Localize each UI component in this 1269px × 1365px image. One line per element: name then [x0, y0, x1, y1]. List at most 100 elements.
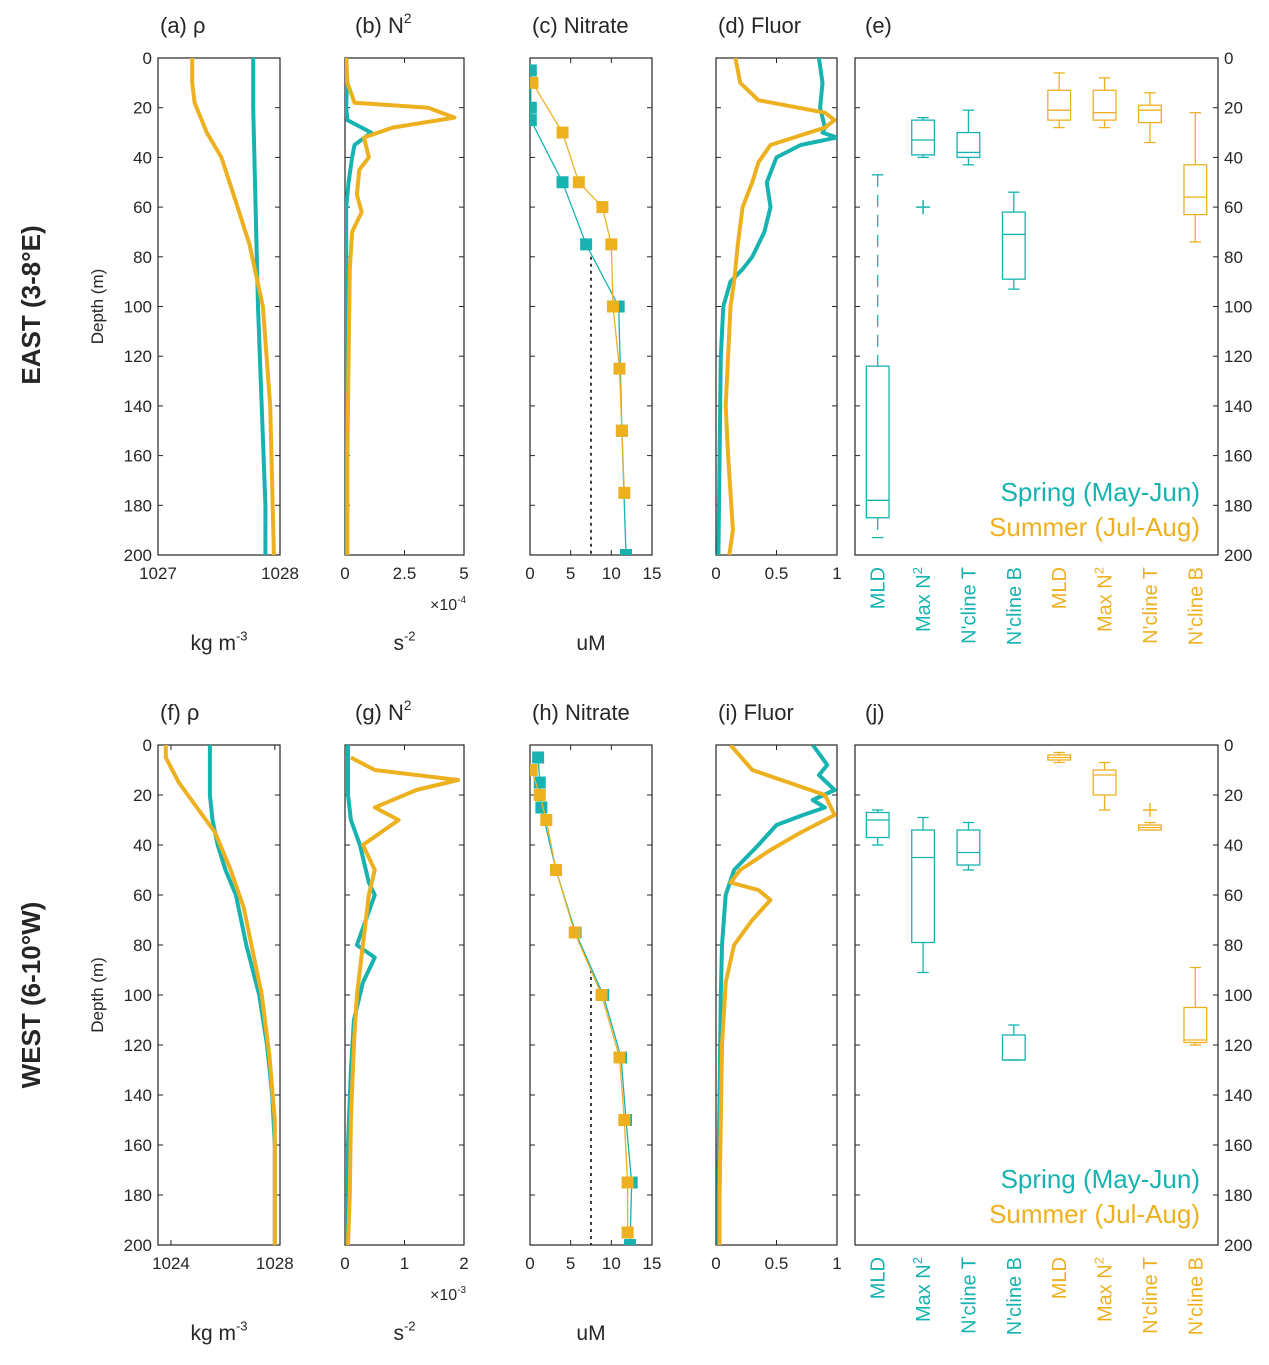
ytick-label: 20	[133, 99, 152, 118]
series-line-summer	[717, 745, 837, 1245]
category-label: Max N2	[910, 1257, 935, 1322]
series-line-summer	[530, 769, 629, 1233]
box-1	[865, 174, 890, 539]
xtick-label: 0	[340, 1254, 349, 1273]
panel-j: (j) 0 20 40 60 80 100 120 140 160 180 200 MLD Max N2 N…	[854, 700, 1252, 1335]
x-axis-label: uM	[576, 632, 605, 655]
box-4	[1001, 191, 1026, 290]
xtick-label: 1028	[261, 564, 299, 583]
panel-title: (f) ρ	[160, 700, 199, 725]
ytick-label: 20	[1224, 786, 1243, 805]
ytick-label: 180	[1224, 1186, 1252, 1205]
ytick-label: 40	[133, 148, 152, 167]
box-iqr	[1092, 89, 1117, 121]
data-point-summer	[595, 989, 608, 1001]
data-point-summer	[605, 238, 618, 251]
category-label: Max N2	[1092, 567, 1117, 632]
data-point-summer	[533, 789, 546, 801]
box-8	[1183, 966, 1208, 1046]
xtick-label: 0	[525, 564, 534, 583]
box-iqr	[1001, 1034, 1026, 1061]
data-point-summer	[606, 300, 619, 313]
y-axis-label: Depth (m)	[88, 269, 107, 345]
box-3	[956, 109, 981, 166]
ytick-label: 40	[133, 836, 152, 855]
series-line-spring	[251, 58, 268, 555]
ytick-label: 0	[1224, 49, 1233, 68]
box-iqr	[1137, 104, 1162, 124]
ytick-label: 180	[1224, 496, 1252, 515]
xtick-label: 0	[340, 564, 349, 583]
data-point-summer	[596, 201, 609, 214]
ytick-label: 80	[133, 936, 152, 955]
category-label: Max N2	[1092, 1257, 1117, 1322]
box-5	[1047, 72, 1072, 129]
xtick-label: 0.5	[765, 564, 789, 583]
ytick-label: 200	[124, 546, 152, 565]
data-point-summer	[613, 362, 626, 375]
box-7	[1137, 92, 1162, 144]
xtick-label: 5	[566, 564, 575, 583]
box-2	[911, 816, 936, 974]
xtick-label: 10	[602, 564, 621, 583]
legend-summer: Summer (Jul-Aug)	[989, 512, 1200, 542]
data-point-spring	[530, 64, 537, 77]
ytick-label: 180	[124, 1186, 152, 1205]
xtick-label: 1028	[256, 1254, 294, 1273]
ytick-label: 160	[124, 447, 152, 466]
ytick-label: 100	[1224, 298, 1252, 317]
data-point-summer	[556, 126, 569, 139]
panel-e: (e) 0 20 40 60 80 100 120 140 160 180 200 MLD Max N2 N…	[854, 13, 1252, 645]
data-point-summer	[618, 486, 631, 499]
ytick-label: 20	[133, 786, 152, 805]
xtick-label: 15	[643, 1254, 662, 1273]
box-6	[1092, 77, 1117, 129]
panel-title: (g) N2	[355, 698, 411, 725]
x-axis-label: s-2	[393, 1319, 415, 1345]
xtick-label: 0	[525, 1254, 534, 1273]
panel-title: (a) ρ	[160, 13, 206, 38]
panel-title: (b) N2	[355, 11, 411, 38]
data-point-spring	[532, 751, 545, 764]
ytick-label: 80	[133, 248, 152, 267]
plot-area	[530, 64, 632, 555]
box-iqr	[1183, 164, 1208, 216]
panel-title: (j)	[865, 700, 885, 725]
category-label: Max N2	[910, 567, 935, 632]
ytick-label: 160	[1224, 447, 1252, 466]
ytick-label: 20	[1224, 99, 1243, 118]
xtick-label: 1	[832, 1254, 841, 1273]
xtick-label: 10	[602, 1254, 621, 1273]
ytick-label: 80	[1224, 936, 1243, 955]
series-line-spring	[530, 70, 627, 555]
panel-a: (a) ρ 0 20 40 60 80 100 120 140 160 180 200 Depth (m…	[88, 13, 299, 655]
data-point-summer	[572, 176, 585, 189]
x-axis-label: uM	[576, 1322, 605, 1345]
ytick-label: 120	[1224, 1036, 1252, 1055]
series-line-spring	[207, 745, 277, 1245]
box-iqr	[1183, 1006, 1208, 1044]
ytick-label: 100	[124, 298, 152, 317]
data-point-spring	[530, 101, 537, 114]
plot-area	[346, 745, 461, 1245]
axes-frame	[344, 744, 465, 1246]
category-label: N'cline B	[1004, 1257, 1026, 1335]
category-label: N'cline T	[1140, 567, 1162, 644]
box-iqr	[956, 829, 981, 866]
plot-area	[345, 58, 457, 555]
category-label: MLD	[1049, 1257, 1071, 1299]
data-point-summer	[615, 424, 628, 437]
series-line-spring	[716, 58, 837, 555]
ytick-label: 140	[124, 397, 152, 416]
row-label-east: EAST (3-8°E)	[16, 225, 46, 384]
xtick-label: 5	[459, 564, 468, 583]
box-5	[1047, 751, 1072, 764]
category-label: N'cline B	[1185, 1257, 1207, 1335]
category-label: MLD	[868, 1257, 890, 1299]
panel-d: (d) Fluor 0 0.5 1	[711, 13, 841, 583]
ytick-label: 140	[124, 1086, 152, 1105]
series-line-summer	[346, 755, 461, 1245]
ytick-label: 120	[1224, 347, 1252, 366]
box-iqr	[956, 131, 981, 159]
box-iqr	[865, 365, 890, 519]
